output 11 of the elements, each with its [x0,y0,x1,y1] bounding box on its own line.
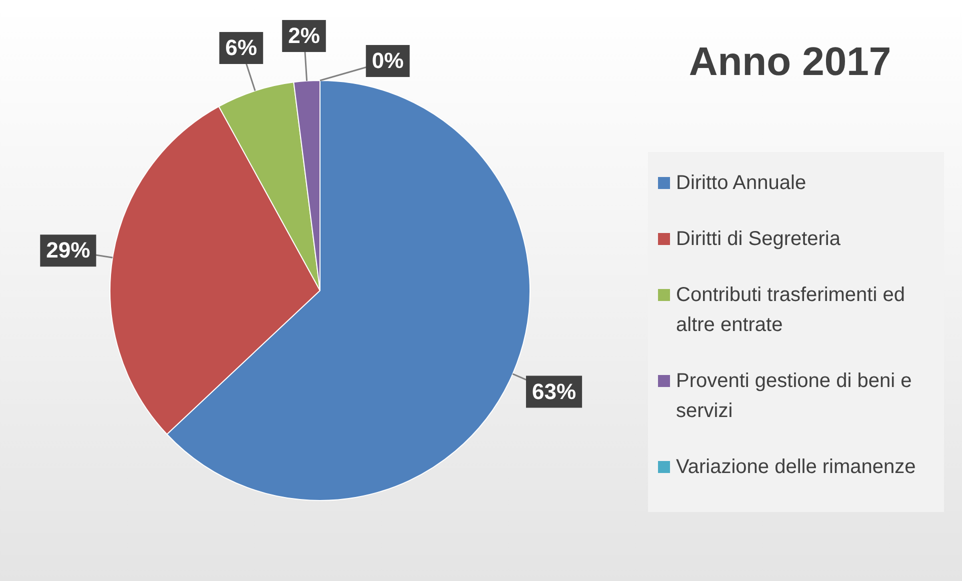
legend-label: Contributi trasferimenti ed altre entrate [676,283,906,338]
chart-title: Anno 2017 [688,40,892,85]
data-label: 2% [288,23,320,48]
data-label: 6% [225,35,258,60]
legend-label: Proventi gestione di beni e servizi [676,369,913,424]
text: 0% [372,48,404,74]
data-label: 29% [46,238,90,263]
legend-label: Diritto Annuale [676,171,806,196]
legend-label: Variazione delle rimanenze [676,455,916,480]
data-label: 63% [532,378,576,404]
legend-label: Diritti di Segreteria [676,227,841,252]
